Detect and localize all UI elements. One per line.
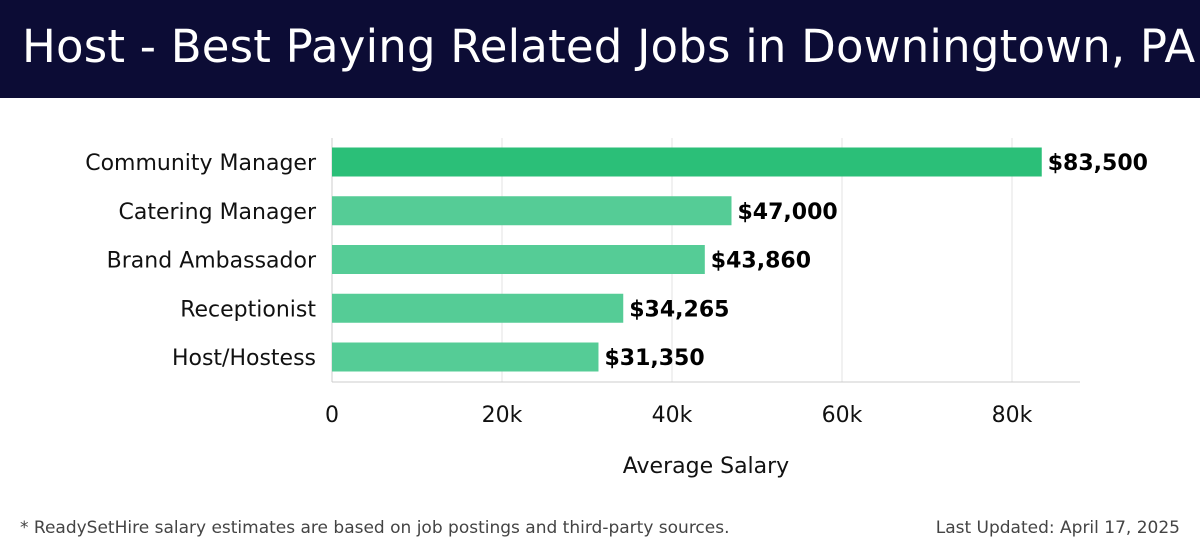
last-updated: Last Updated: April 17, 2025 bbox=[935, 518, 1180, 538]
page-title: Host - Best Paying Related Jobs in Downi… bbox=[22, 20, 1196, 73]
category-label: Host/Hostess bbox=[172, 346, 316, 371]
x-tick-label: 80k bbox=[992, 403, 1033, 428]
category-label: Community Manager bbox=[85, 151, 317, 176]
category-label: Receptionist bbox=[180, 297, 316, 322]
value-label: $43,860 bbox=[711, 249, 811, 274]
x-axis-title: Average Salary bbox=[623, 454, 789, 479]
bar bbox=[332, 196, 732, 226]
bar bbox=[332, 293, 624, 323]
title-banner: Host - Best Paying Related Jobs in Downi… bbox=[0, 0, 1200, 98]
value-label: $47,000 bbox=[738, 200, 838, 225]
value-label: $34,265 bbox=[629, 297, 729, 322]
category-label: Brand Ambassador bbox=[107, 249, 317, 274]
x-tick-label: 40k bbox=[652, 403, 693, 428]
x-tick-label: 60k bbox=[822, 403, 863, 428]
footnote: * ReadySetHire salary estimates are base… bbox=[20, 518, 730, 538]
x-tick-label: 0 bbox=[325, 403, 339, 428]
bar bbox=[332, 342, 599, 372]
value-label: $31,350 bbox=[604, 346, 704, 371]
x-tick-label: 20k bbox=[482, 403, 523, 428]
bar bbox=[332, 147, 1042, 177]
bar bbox=[332, 245, 705, 274]
category-label: Catering Manager bbox=[119, 200, 317, 225]
salary-bar-chart: Community Manager $83,500 Catering Manager… bbox=[85, 138, 1148, 479]
value-label: $83,500 bbox=[1048, 151, 1148, 176]
